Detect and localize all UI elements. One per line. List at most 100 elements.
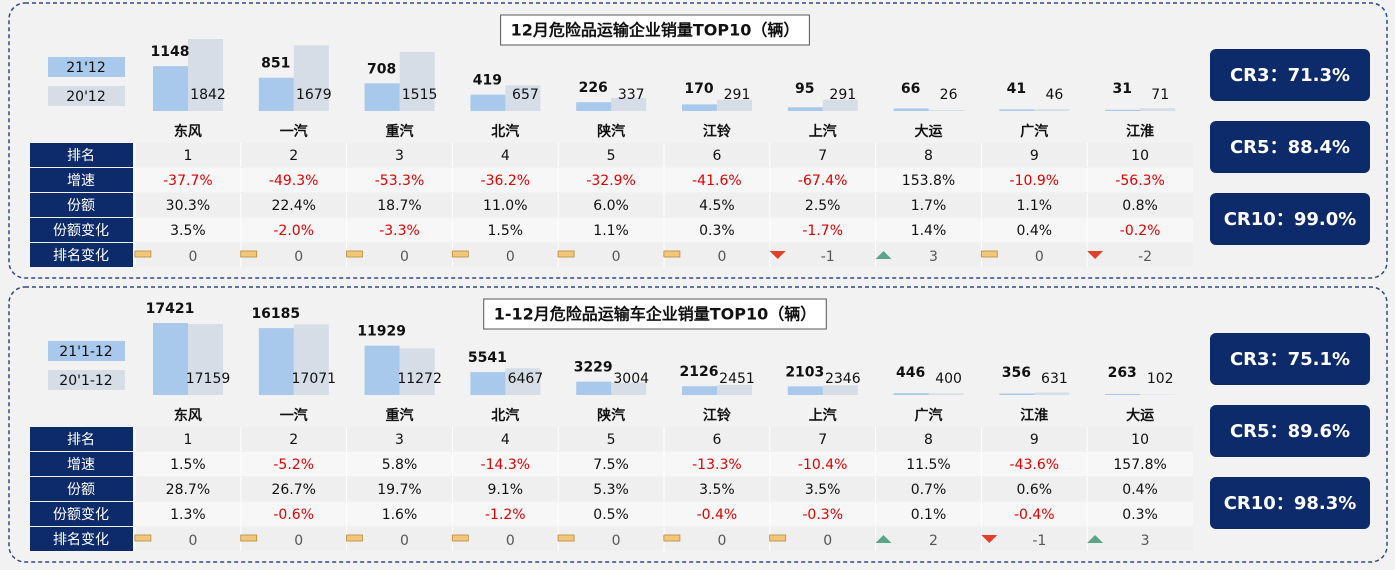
rank-change: 0: [612, 533, 621, 549]
row-header: [30, 168, 133, 192]
value-label-previous: 2451: [719, 371, 755, 387]
rank-flat-icon: [346, 250, 363, 258]
bar-current: [364, 83, 400, 111]
bar-current: [1105, 109, 1141, 111]
cell: -2.0%: [273, 223, 314, 239]
value-label-previous: 400: [935, 371, 962, 387]
cell: 3.5%: [699, 482, 735, 498]
rank-down-icon: [981, 535, 998, 543]
bar-current: [682, 104, 717, 111]
value-label-current: 66: [901, 81, 920, 97]
rank-flat-icon: [663, 250, 681, 258]
value-label-current: 356: [1002, 365, 1031, 381]
row-label: 份额: [67, 482, 95, 498]
bar-previous: [1034, 109, 1070, 111]
category-label: 东风: [174, 407, 202, 424]
cell: 7.5%: [593, 457, 629, 473]
value-label-previous: 3004: [613, 371, 649, 387]
rank-flat-icon: [346, 534, 363, 542]
cell: -13.3%: [692, 457, 742, 473]
bar-previous: [611, 382, 647, 395]
cell: 0.3%: [1122, 507, 1158, 523]
cr-label: CR3：75.1%: [1230, 349, 1350, 370]
cell: -67.4%: [798, 173, 848, 189]
row-header: [30, 502, 133, 526]
cell: 1.3%: [170, 507, 206, 523]
cell: 1.7%: [911, 198, 947, 214]
bar-previous: [928, 109, 964, 111]
cell: 18.7%: [377, 198, 421, 214]
rank-change: 3: [929, 249, 938, 265]
cell: 1.4%: [911, 223, 947, 239]
cr-box: [1210, 49, 1370, 101]
value-label-previous: 2346: [825, 371, 861, 387]
row-label: 份额变化: [53, 507, 109, 523]
cell: 10: [1131, 432, 1149, 448]
cell: -43.6%: [1010, 457, 1060, 473]
cr-label: CR10：98.3%: [1224, 493, 1357, 514]
rank-flat-icon: [557, 250, 575, 258]
rank-down-icon: [769, 251, 786, 259]
value-label-current: 95: [795, 81, 814, 97]
value-label-previous: 26: [940, 87, 958, 103]
value-label-previous: 657: [512, 87, 539, 103]
category-label: 北汽: [491, 123, 519, 140]
rank-change: 0: [1035, 249, 1044, 265]
bar-previous: [717, 384, 752, 395]
bar-current: [893, 108, 929, 111]
value-label-previous: 6467: [508, 371, 544, 387]
row-header: [30, 243, 133, 267]
value-label-current: 17421: [146, 301, 195, 317]
value-label-current: 170: [684, 81, 713, 97]
category-label: 大运: [1126, 407, 1154, 424]
cell: -37.7%: [163, 173, 213, 189]
cell: 2.5%: [805, 198, 841, 214]
cell: 6: [712, 432, 721, 448]
bar-current: [999, 393, 1035, 395]
row-header: [30, 477, 133, 501]
cell: 6.0%: [593, 198, 629, 214]
cr-label: CR5：89.6%: [1230, 421, 1350, 442]
bar-previous: [822, 99, 858, 111]
cell: -41.6%: [692, 173, 742, 189]
rank-change: 0: [294, 533, 303, 549]
category-label: 重汽: [386, 407, 414, 424]
value-label-current: 16185: [251, 306, 300, 322]
bar-previous: [717, 99, 752, 111]
rank-change: -1: [1032, 533, 1046, 549]
cell: -10.4%: [798, 457, 848, 473]
cell: 5: [607, 148, 616, 164]
cell: 9.1%: [488, 482, 524, 498]
category-label: 广汽: [915, 407, 943, 424]
bar-previous: [293, 45, 329, 111]
cell: -0.4%: [1014, 507, 1055, 523]
value-label-current: 851: [261, 56, 290, 72]
value-label-current: 3229: [574, 360, 613, 376]
bar-previous: [611, 97, 647, 111]
bar-current: [153, 323, 188, 395]
category-label: 广汽: [1020, 123, 1048, 140]
cell: -0.3%: [802, 507, 843, 523]
value-label-previous: 1842: [190, 87, 226, 103]
cell: 3.5%: [805, 482, 841, 498]
bar-current: [470, 372, 506, 395]
bar-current: [893, 393, 929, 395]
title-box: [483, 298, 827, 330]
cell: -10.9%: [1010, 173, 1060, 189]
rank-change: 0: [717, 533, 726, 549]
category-label: 上汽: [809, 407, 837, 424]
cell: 28.7%: [166, 482, 210, 498]
cell: -0.4%: [697, 507, 738, 523]
cell: 5.3%: [593, 482, 629, 498]
cell: 1: [183, 148, 192, 164]
cell: 2: [289, 432, 298, 448]
legend-label: 21'1-12: [59, 344, 112, 360]
value-label-current: 5541: [468, 350, 507, 366]
cell: -1.7%: [802, 223, 843, 239]
cell: 19.7%: [377, 482, 421, 498]
bar-previous: [505, 85, 541, 111]
cell: 11.5%: [906, 457, 950, 473]
row-label: 份额变化: [53, 223, 109, 239]
rank-flat-icon: [451, 250, 469, 258]
